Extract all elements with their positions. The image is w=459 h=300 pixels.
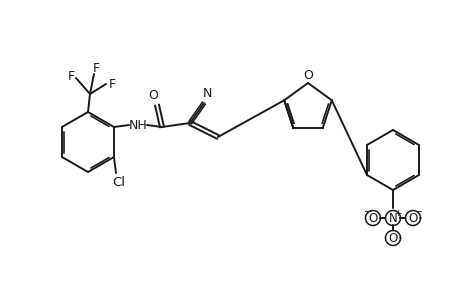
Text: O: O [302,68,312,82]
Text: −: − [363,207,371,217]
Text: F: F [108,77,115,91]
Text: N: N [388,212,397,224]
Text: O: O [387,232,397,244]
Text: O: O [408,212,417,224]
Text: N: N [202,86,211,100]
Text: −: − [414,207,422,217]
Text: O: O [368,212,377,224]
Text: O: O [148,88,157,101]
Text: NH: NH [129,118,147,131]
Text: F: F [67,70,74,83]
Text: F: F [92,61,99,74]
Text: Cl: Cl [112,176,125,188]
Text: +: + [393,208,401,217]
